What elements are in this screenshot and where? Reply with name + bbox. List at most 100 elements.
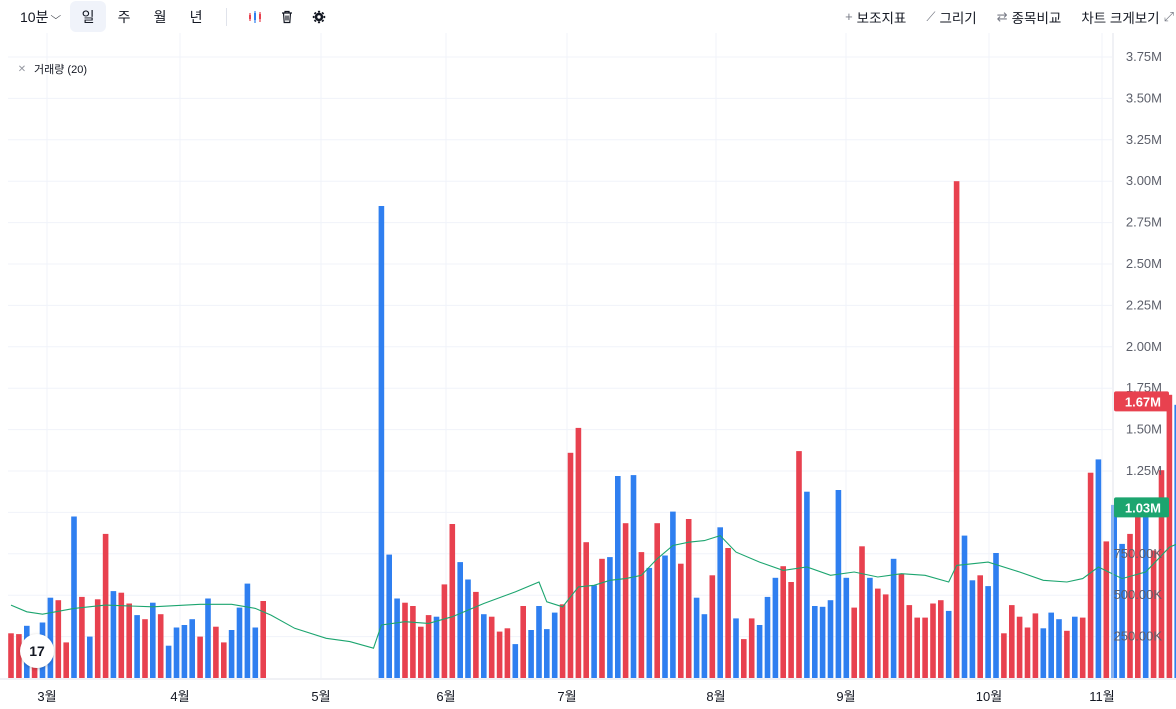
volume-bar bbox=[544, 629, 550, 678]
volume-bar bbox=[741, 639, 747, 678]
toolbar-right: + 보조지표 ⟋ 그리기 ⇄ 종목비교 차트 크게보기 ⤢ bbox=[835, 0, 1176, 33]
volume-bar bbox=[1079, 617, 1086, 678]
volume-bar bbox=[181, 625, 188, 678]
drawing-button[interactable]: ⟋ 그리기 bbox=[916, 0, 986, 33]
volume-bar bbox=[827, 600, 834, 678]
volume-bar bbox=[780, 566, 786, 678]
volume-bar bbox=[418, 626, 424, 678]
settings-button[interactable] bbox=[303, 1, 335, 32]
delete-button[interactable] bbox=[271, 1, 303, 32]
volume-bar bbox=[615, 476, 621, 678]
volume-bar bbox=[1158, 470, 1165, 678]
price-label-text: 1.03M bbox=[1125, 500, 1161, 515]
volume-bar bbox=[819, 606, 826, 678]
volume-bar bbox=[977, 575, 983, 678]
indicator-button[interactable]: + 보조지표 bbox=[835, 0, 916, 33]
expand-chart-button[interactable]: 차트 크게보기 ⤢ bbox=[1071, 0, 1176, 33]
trash-icon bbox=[282, 10, 293, 23]
volume-bar bbox=[638, 552, 645, 678]
volume-bar bbox=[150, 602, 156, 678]
volume-bar bbox=[1142, 514, 1149, 678]
volume-bar bbox=[843, 577, 850, 678]
logo-text: 17 bbox=[29, 643, 45, 659]
volume-bar bbox=[930, 603, 936, 678]
period-week-button[interactable]: 주 bbox=[117, 8, 131, 25]
volume-bar bbox=[851, 607, 857, 678]
volume-bar bbox=[922, 617, 928, 678]
volume-bar bbox=[221, 642, 227, 678]
volume-bar bbox=[402, 602, 408, 678]
y-tick-label: 2.50M bbox=[1126, 256, 1162, 271]
volume-chart[interactable]: 250.00K500.00K750.00K1.00M1.25M1.50M1.75… bbox=[0, 33, 1176, 709]
tradingview-logo[interactable]: 17 bbox=[20, 634, 54, 668]
chart-toolbar: 10분 ⌵ 일 주 월 년 bbox=[0, 0, 1176, 33]
volume-bar bbox=[772, 577, 779, 678]
toolbar-left: 10분 ⌵ 일 주 월 년 bbox=[0, 0, 335, 33]
volume-bar bbox=[473, 591, 479, 678]
x-tick-label: 6월 bbox=[436, 689, 455, 704]
volume-bar bbox=[567, 452, 574, 678]
close-icon[interactable]: ✕ bbox=[17, 63, 27, 75]
volume-bar bbox=[591, 585, 597, 678]
volume-bar bbox=[134, 615, 140, 678]
volume-bar bbox=[701, 614, 708, 678]
compare-label: 종목비교 bbox=[1011, 10, 1062, 26]
y-tick-label: 2.25M bbox=[1126, 297, 1162, 312]
compare-button[interactable]: ⇄ 종목비교 bbox=[987, 0, 1072, 33]
y-tick-label: 500.00K bbox=[1114, 587, 1163, 602]
y-tick-label: 2.75M bbox=[1126, 215, 1162, 230]
volume-bar bbox=[457, 562, 463, 678]
plus-icon: + bbox=[845, 9, 853, 24]
volume-bar bbox=[228, 630, 235, 678]
candle-type-button[interactable] bbox=[239, 1, 271, 32]
expand-icon: ⤢ bbox=[1163, 8, 1174, 24]
price-label-text: 1.67M bbox=[1125, 394, 1161, 409]
volume-bar bbox=[914, 617, 920, 678]
period-month-button[interactable]: 월 bbox=[153, 8, 167, 25]
compare-arrows-icon: ⇄ bbox=[996, 8, 1008, 24]
x-tick-label: 7월 bbox=[557, 689, 576, 704]
period-day-button[interactable]: 일 bbox=[70, 1, 107, 32]
indicator-label: 보조지표 bbox=[856, 10, 907, 26]
volume-bar bbox=[165, 645, 172, 678]
period-year-button[interactable]: 년 bbox=[189, 8, 203, 25]
volume-bar bbox=[890, 558, 897, 678]
volume-bar bbox=[961, 535, 968, 678]
volume-bar bbox=[157, 614, 164, 678]
volume-bar bbox=[410, 606, 416, 678]
volume-bar bbox=[425, 615, 432, 678]
volume-bar bbox=[87, 636, 93, 678]
volume-bar bbox=[709, 575, 716, 678]
volume-bar bbox=[528, 630, 534, 678]
volume-bar bbox=[386, 554, 392, 678]
volume-bar bbox=[685, 519, 692, 678]
y-tick-label: 3.75M bbox=[1126, 49, 1162, 64]
chevron-down-icon: ⌵ bbox=[50, 11, 62, 22]
volume-bar bbox=[662, 555, 668, 678]
y-tick-label: 3.50M bbox=[1126, 90, 1162, 105]
volume-bar bbox=[1135, 504, 1141, 678]
volume-bar bbox=[551, 612, 558, 678]
volume-bar bbox=[55, 600, 62, 678]
volume-bar bbox=[646, 567, 653, 678]
volume-bar bbox=[394, 598, 400, 678]
volume-bar bbox=[1001, 633, 1007, 678]
volume-bar bbox=[1064, 630, 1070, 678]
volume-bar bbox=[1174, 404, 1176, 678]
volume-bar bbox=[969, 580, 976, 678]
volume-bar bbox=[583, 542, 589, 678]
drawing-label: 그리기 bbox=[939, 10, 977, 26]
volume-bar bbox=[1032, 613, 1039, 678]
volume-bar bbox=[938, 600, 944, 678]
volume-bar bbox=[953, 181, 960, 678]
volume-bar bbox=[1127, 533, 1133, 678]
volume-bar bbox=[717, 527, 723, 678]
volume-bar bbox=[835, 490, 842, 678]
y-tick-label: 3.25M bbox=[1126, 132, 1162, 147]
volume-bar bbox=[654, 523, 660, 678]
volume-bar bbox=[575, 427, 582, 678]
interval-select[interactable]: 10분 ⌵ bbox=[0, 0, 70, 33]
volume-bar bbox=[1166, 394, 1173, 678]
volume-bar bbox=[378, 206, 385, 678]
y-tick-label: 250.00K bbox=[1114, 629, 1163, 644]
